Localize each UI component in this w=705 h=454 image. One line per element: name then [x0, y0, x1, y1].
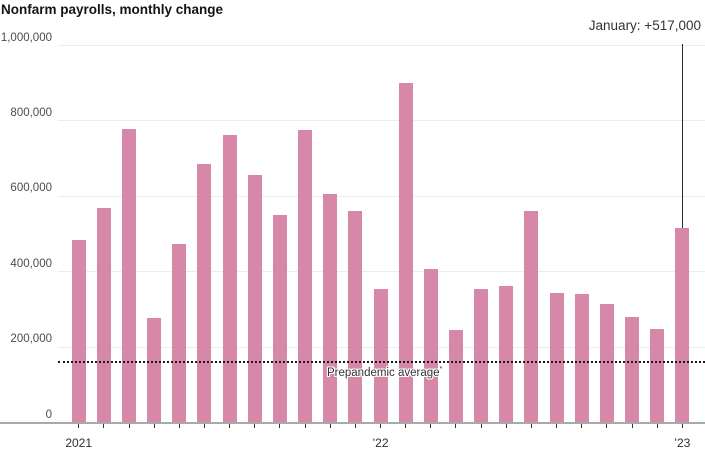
bar [298, 129, 313, 423]
bar [574, 294, 589, 423]
x-axis-tick [405, 423, 407, 428]
bar [499, 286, 514, 423]
bar [96, 208, 111, 423]
x-axis-tick [380, 423, 381, 428]
x-axis-tick [681, 423, 683, 428]
x-axis-tick [103, 423, 105, 428]
bar [398, 82, 413, 423]
y-axis-tick-label: 600,000 [10, 182, 52, 195]
bar [272, 215, 287, 423]
x-axis-tick [203, 423, 205, 428]
gridline [58, 195, 705, 197]
x-axis-tick [153, 423, 155, 428]
bar [147, 318, 162, 423]
gridline [58, 45, 705, 46]
bar [71, 239, 86, 423]
x-axis-tick [631, 423, 633, 428]
x-axis-tick [354, 423, 356, 428]
bar [599, 304, 614, 423]
bar [222, 135, 237, 423]
x-axis-tick [556, 423, 558, 428]
bar [474, 289, 489, 423]
bar [197, 163, 212, 423]
y-axis-tick-label: 1,000,000 [0, 31, 52, 44]
bar [675, 227, 690, 423]
bar [323, 193, 338, 423]
bar [625, 316, 639, 423]
reference-line [58, 361, 705, 364]
x-axis-tick-label: ’22 [372, 435, 389, 450]
x-axis-tick-label: 2021 [65, 435, 93, 450]
x-axis-tick [78, 423, 80, 428]
x-axis-tick [530, 423, 532, 428]
chart-title: Nonfarm payrolls, monthly change [1, 2, 224, 17]
x-axis-tick [505, 423, 507, 428]
bar [122, 129, 136, 423]
x-axis-tick [279, 423, 281, 428]
gridline [58, 271, 705, 273]
bar [423, 269, 438, 423]
gridline [58, 120, 705, 122]
footnote-marker: * [439, 366, 443, 374]
y-axis-tick-label: 0 [45, 408, 52, 421]
reference-line-text: Prepandemic average [327, 367, 440, 379]
y-axis-tick-label: 800,000 [10, 106, 52, 119]
bar [524, 211, 539, 423]
annotation-line [681, 44, 683, 228]
x-axis-tick [254, 423, 256, 428]
x-axis-tick [480, 423, 482, 428]
y-axis-tick-label: 400,000 [10, 257, 52, 270]
x-axis-tick [430, 423, 432, 428]
x-axis-tick [455, 423, 457, 428]
x-axis-tick [229, 423, 231, 428]
bar [172, 243, 187, 423]
x-axis-tick [304, 423, 306, 428]
bar [247, 175, 262, 423]
x-axis-tick [581, 423, 583, 428]
x-axis-tick [606, 423, 608, 428]
x-axis-tick [656, 423, 658, 428]
y-axis-tick-label: 200,000 [10, 333, 52, 346]
reference-line-label: Prepandemic average* [327, 366, 442, 379]
bar [373, 288, 388, 423]
x-axis-tick [128, 423, 130, 428]
x-axis-tick-label: ’23 [674, 435, 691, 450]
bar [448, 329, 463, 423]
bar [348, 210, 363, 423]
bar [650, 328, 665, 423]
bar [549, 293, 564, 423]
x-axis-tick [329, 423, 331, 428]
x-axis-line [0, 421, 705, 424]
annotation-label: January: +517,000 [588, 18, 701, 33]
x-axis-tick [178, 423, 180, 428]
